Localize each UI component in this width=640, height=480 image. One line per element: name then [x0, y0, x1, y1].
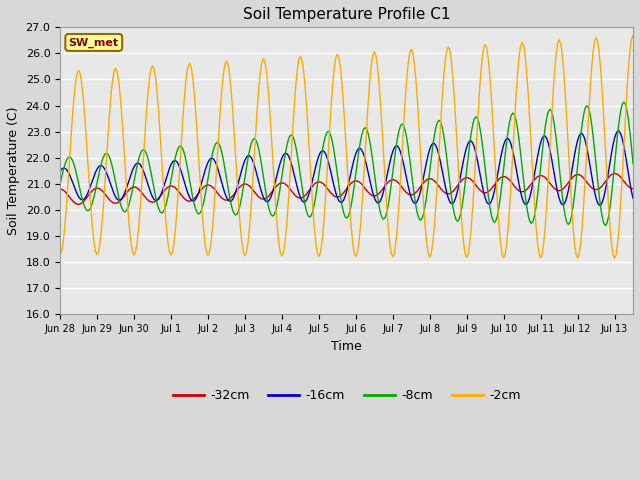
X-axis label: Time: Time — [332, 340, 362, 353]
Line: -8cm: -8cm — [60, 102, 633, 226]
Y-axis label: Soil Temperature (C): Soil Temperature (C) — [7, 107, 20, 235]
-8cm — [625, 117, 632, 123]
-16cm — [56, 168, 64, 174]
-8cm — [602, 223, 609, 228]
-2cm — [579, 223, 586, 229]
-32cm — [580, 175, 588, 181]
-8cm — [56, 181, 64, 187]
-2cm — [56, 252, 64, 257]
-2cm — [623, 88, 631, 94]
-32cm — [56, 186, 64, 192]
-2cm — [84, 159, 92, 165]
-16cm — [625, 171, 632, 177]
-32cm — [86, 191, 93, 197]
Text: SW_met: SW_met — [68, 37, 119, 48]
-32cm — [611, 170, 618, 176]
-2cm — [152, 75, 159, 81]
Line: -32cm: -32cm — [60, 173, 633, 204]
-2cm — [148, 63, 156, 69]
-2cm — [629, 32, 637, 38]
-8cm — [620, 99, 628, 105]
-8cm — [148, 178, 156, 183]
-32cm — [625, 183, 632, 189]
-16cm — [629, 195, 637, 201]
-32cm — [212, 188, 220, 193]
-32cm — [150, 199, 158, 205]
-16cm — [152, 198, 159, 204]
-16cm — [614, 128, 621, 134]
-8cm — [152, 194, 159, 200]
-32cm — [154, 197, 161, 203]
-8cm — [84, 208, 92, 214]
Legend: -32cm, -16cm, -8cm, -2cm: -32cm, -16cm, -8cm, -2cm — [168, 384, 525, 407]
Line: -2cm: -2cm — [60, 35, 633, 258]
Title: Soil Temperature Profile C1: Soil Temperature Profile C1 — [243, 7, 451, 22]
-16cm — [595, 202, 603, 208]
-8cm — [211, 144, 218, 150]
-2cm — [611, 255, 618, 261]
-16cm — [84, 190, 92, 196]
-16cm — [211, 157, 218, 163]
-32cm — [75, 202, 83, 207]
-32cm — [629, 186, 637, 192]
-16cm — [579, 131, 586, 137]
Line: -16cm: -16cm — [60, 131, 633, 205]
-8cm — [579, 120, 586, 126]
-16cm — [148, 194, 156, 200]
-2cm — [211, 204, 218, 210]
-8cm — [629, 161, 637, 167]
